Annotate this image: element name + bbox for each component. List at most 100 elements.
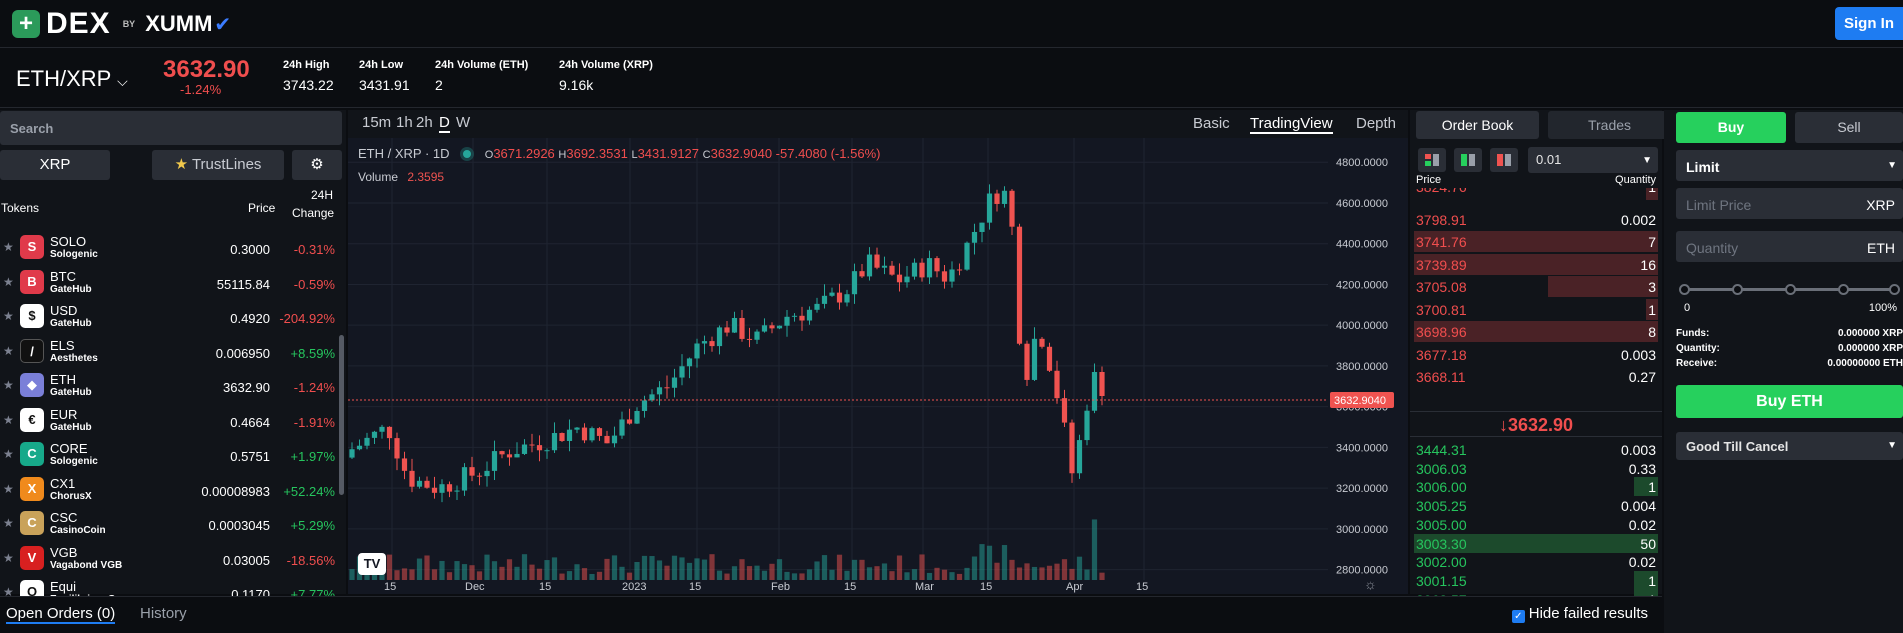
token-row-core[interactable]: ★ C CORE Sologenic 0.5751 +1.97% xyxy=(0,437,338,471)
candle-body xyxy=(371,431,378,438)
book-both-icon[interactable] xyxy=(1418,148,1446,172)
precision-select[interactable]: 0.01 ▼ xyxy=(1528,147,1658,173)
volume-bar xyxy=(709,554,715,580)
token-row-usd[interactable]: ★ $ USD GateHub 0.4920 -204.92% xyxy=(0,299,338,333)
volume-bar xyxy=(1016,567,1023,580)
order-type-select[interactable]: Limit ▼ xyxy=(1676,150,1903,181)
tab-xrp[interactable]: XRP xyxy=(0,150,110,180)
amount-slider[interactable] xyxy=(1679,284,1900,295)
settings-button[interactable]: ⚙ xyxy=(292,150,342,180)
token-row-eur[interactable]: ★ € EUR GateHub 0.4664 -1.91% xyxy=(0,403,338,437)
token-table-header: Tokens Price 24H Change xyxy=(0,186,346,226)
limit-price-input[interactable]: Limit Price XRP xyxy=(1676,188,1903,219)
bid-row[interactable]: 3001.15 1 xyxy=(1410,570,1662,590)
timeframe-1h[interactable]: 1h xyxy=(396,114,413,131)
tab-history[interactable]: History xyxy=(140,605,187,622)
token-row-vgb[interactable]: ★ V VGB Vagabond VGB 0.03005 -18.56% xyxy=(0,541,338,575)
token-symbol: BTC xyxy=(50,268,76,284)
bid-row[interactable]: 3003.30 50 xyxy=(1410,533,1662,553)
ask-row[interactable]: 3739.89 16 xyxy=(1410,253,1662,275)
pair-selector[interactable]: ETH/XRP ⌵ xyxy=(16,66,128,92)
ask-row[interactable]: 3824.76 1 xyxy=(1410,188,1662,200)
star-icon[interactable]: ★ xyxy=(3,550,14,565)
stat-value: 9.16k xyxy=(559,77,594,93)
star-icon[interactable]: ★ xyxy=(3,481,14,496)
tab-open-orders[interactable]: Open Orders (0) xyxy=(6,605,116,624)
slider-stop-50[interactable] xyxy=(1785,284,1796,295)
star-icon[interactable]: ★ xyxy=(3,274,14,289)
token-row-csc[interactable]: ★ C CSC CasinoCoin 0.0003045 +5.29% xyxy=(0,506,338,540)
token-row-solo[interactable]: ★ S SOLO Sologenic 0.3000 -0.31% xyxy=(0,230,338,264)
logo[interactable]: + DEX BY XUMM ✔ xyxy=(12,7,231,41)
bid-row[interactable]: 3006.00 1 xyxy=(1410,477,1662,497)
token-row-cx1[interactable]: ★ X CX1 ChorusX 0.00008983 +52.24% xyxy=(0,472,338,506)
slider-stop-100[interactable] xyxy=(1889,284,1900,295)
view-basic[interactable]: Basic xyxy=(1193,115,1230,132)
volume-bar xyxy=(829,569,835,580)
hide-failed-toggle[interactable]: ✓ Hide failed results xyxy=(1511,605,1648,623)
time-in-force-select[interactable]: Good Till Cancel ▼ xyxy=(1676,432,1903,460)
bid-row[interactable]: 3444.31 0.003 xyxy=(1410,440,1662,459)
book-asks-icon[interactable] xyxy=(1490,148,1518,172)
ask-row[interactable]: 3668.11 0.27 xyxy=(1410,366,1662,387)
view-depth[interactable]: Depth xyxy=(1356,115,1397,132)
book-bids-icon[interactable] xyxy=(1454,148,1482,172)
timeframe-d[interactable]: D xyxy=(439,114,450,133)
ask-row[interactable]: 3741.76 7 xyxy=(1410,231,1662,252)
tab-trustlines[interactable]: ★ TrustLines xyxy=(152,150,284,180)
tab-trades[interactable]: Trades xyxy=(1548,111,1671,139)
tab-order-book[interactable]: Order Book xyxy=(1416,111,1539,139)
chart-settings-icon[interactable]: ☼ xyxy=(1364,576,1377,592)
view-tradingview[interactable]: TradingView xyxy=(1250,115,1333,134)
token-symbol: ELS xyxy=(50,337,75,353)
candle-body xyxy=(559,433,565,441)
bid-row[interactable]: 3006.03 0.33 xyxy=(1410,459,1662,478)
timeframe-2h[interactable]: 2h xyxy=(416,114,433,131)
token-row-eth[interactable]: ★ ◆ ETH GateHub 3632.90 -1.24% xyxy=(0,368,338,402)
search-input[interactable]: Search xyxy=(0,111,342,145)
buy-eth-button[interactable]: Buy ETH xyxy=(1676,385,1903,418)
bid-row[interactable]: 3005.25 0.004 xyxy=(1410,496,1662,515)
ask-row[interactable]: 3700.81 1 xyxy=(1410,298,1662,320)
star-icon[interactable]: ★ xyxy=(3,309,14,323)
ask-row[interactable]: 3698.96 8 xyxy=(1410,321,1662,342)
bid-qty: 1 xyxy=(1648,479,1656,496)
star-icon[interactable]: ★ xyxy=(3,343,14,358)
ask-row[interactable]: 3677.18 0.003 xyxy=(1410,344,1662,365)
ask-row[interactable]: 3705.08 3 xyxy=(1410,276,1662,297)
volume-bar xyxy=(994,562,1000,580)
star-icon[interactable]: ★ xyxy=(3,516,14,530)
ask-row[interactable]: 3798.91 0.002 xyxy=(1410,209,1662,230)
slider-stop-0[interactable] xyxy=(1679,284,1690,295)
candlestick-chart[interactable]: 4800.0000 4600.0000 4400.0000 4200.0000 4000… xyxy=(348,138,1408,594)
buy-tab[interactable]: Buy xyxy=(1676,112,1786,143)
sign-in-button[interactable]: Sign In xyxy=(1835,7,1903,40)
star-icon[interactable]: ★ xyxy=(3,447,14,461)
slider-stop-25[interactable] xyxy=(1732,284,1743,295)
star-icon[interactable]: ★ xyxy=(3,585,14,599)
chart-area[interactable]: 4800.0000 4600.0000 4400.0000 4200.0000 4000… xyxy=(348,138,1408,594)
checkbox-checked-icon[interactable]: ✓ xyxy=(1511,610,1525,623)
star-icon[interactable]: ★ xyxy=(3,240,14,254)
candle-body xyxy=(634,410,640,424)
sell-tab[interactable]: Sell xyxy=(1795,112,1903,143)
quantity-value: 0.000000 XRP xyxy=(1837,343,1903,354)
slider-stop-75[interactable] xyxy=(1838,284,1849,295)
partner-name: XUMM xyxy=(145,11,213,36)
star-icon[interactable]: ★ xyxy=(3,412,14,427)
bid-row[interactable]: 3002.00 0.02 xyxy=(1410,552,1662,571)
volume-bar xyxy=(934,567,940,580)
token-list-scrollbar[interactable] xyxy=(339,335,344,495)
star-icon[interactable]: ★ xyxy=(3,378,14,392)
token-row-btc[interactable]: ★ B BTC GateHub 55115.84 -0.59% xyxy=(0,265,338,299)
status-dot-icon xyxy=(463,150,472,158)
timeframe-w[interactable]: W xyxy=(456,114,471,131)
quantity-input[interactable]: Quantity ETH xyxy=(1676,231,1903,262)
tradingview-logo[interactable]: TV xyxy=(358,553,386,575)
token-issuer: GateHub xyxy=(50,421,92,433)
bid-row[interactable]: 3005.00 0.02 xyxy=(1410,515,1662,534)
candle-body xyxy=(1054,370,1060,399)
timeframe-15m[interactable]: 15m xyxy=(362,114,392,131)
token-row-els[interactable]: ★ / ELS Aesthetes 0.006950 +8.59% xyxy=(0,334,338,368)
candle-body xyxy=(716,327,723,347)
